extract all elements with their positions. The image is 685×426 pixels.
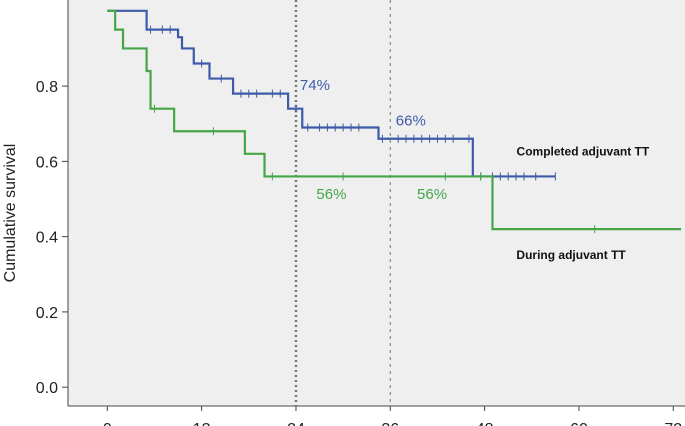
survival-annotation: 56% [417, 186, 447, 203]
y-tick-label: 0.2 [36, 305, 58, 322]
x-tick-label: 60 [570, 421, 588, 426]
y-tick-label: 0.6 [36, 154, 58, 171]
survival-annotation: 66% [396, 113, 426, 130]
survival-annotation: 74% [300, 77, 330, 94]
x-tick-label: 72 [664, 421, 682, 426]
series-line-during-adjuvant-tt [107, 9, 682, 231]
x-tick-label: 0 [103, 421, 112, 426]
x-tick-label: 24 [287, 421, 305, 426]
y-tick-label: 0.0 [36, 380, 58, 397]
series-label: During adjuvant TT [516, 248, 626, 262]
x-tick-label: 36 [381, 421, 399, 426]
survival-annotation: 56% [316, 186, 346, 203]
series-label: Completed adjuvant TT [517, 145, 650, 159]
y-tick-label: 0.8 [36, 79, 58, 96]
y-axis-title: Cumulative survival [2, 144, 19, 283]
x-tick-label: 48 [476, 421, 494, 426]
y-tick-label: 0.4 [36, 230, 58, 247]
x-tick-label: 12 [193, 421, 211, 426]
plot-area [68, 0, 685, 406]
